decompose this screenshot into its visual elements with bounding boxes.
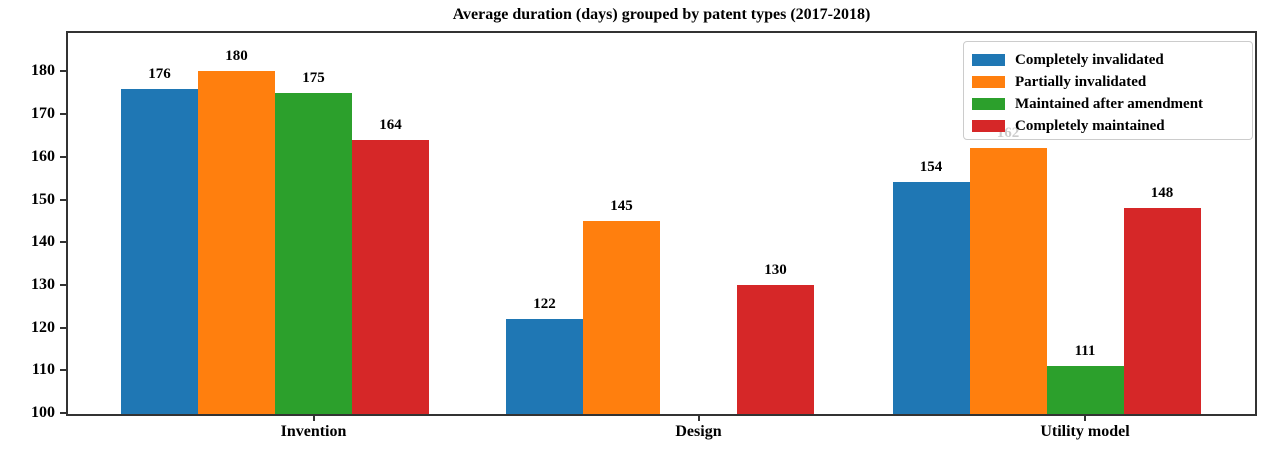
y-axis-tick-mark bbox=[60, 369, 68, 372]
bar bbox=[506, 319, 583, 414]
bar-value-label: 130 bbox=[764, 261, 787, 278]
bar-value-label: 111 bbox=[1074, 343, 1096, 360]
y-axis-tick-label: 110 bbox=[31, 361, 55, 379]
legend-entry: Completely invalidated bbox=[972, 49, 1246, 71]
y-axis-tick-label: 120 bbox=[31, 318, 55, 336]
y-axis-tick-label: 150 bbox=[31, 190, 55, 208]
legend-label: Maintained after amendment bbox=[1015, 96, 1204, 112]
y-axis-tick-label: 180 bbox=[31, 62, 55, 80]
x-axis-tick-mark bbox=[1084, 416, 1086, 421]
y-axis-tick-mark bbox=[60, 155, 68, 158]
bar-value-label: 145 bbox=[610, 197, 633, 214]
y-axis-tick-label: 140 bbox=[31, 233, 55, 251]
bar bbox=[892, 182, 970, 414]
y-axis-tick-label: 100 bbox=[31, 404, 55, 421]
y-axis-tick-mark bbox=[60, 70, 68, 73]
y-axis-tick-mark bbox=[60, 412, 68, 414]
x-axis-tick-mark bbox=[697, 416, 700, 421]
bar bbox=[969, 148, 1047, 414]
bar bbox=[1046, 366, 1124, 414]
legend-label: Partially invalidated bbox=[1015, 74, 1147, 90]
legend-swatch bbox=[972, 98, 1005, 110]
bar-value-label: 176 bbox=[148, 65, 171, 82]
bar-value-label: 164 bbox=[379, 116, 402, 133]
bar-value-label: 154 bbox=[919, 159, 943, 176]
legend-swatch bbox=[972, 54, 1005, 66]
y-axis-tick-mark bbox=[60, 113, 68, 116]
y-axis-tick-label: 160 bbox=[31, 147, 55, 165]
legend-swatch bbox=[972, 120, 1005, 132]
bar-value-label: 180 bbox=[225, 48, 248, 65]
bar-value-label: 148 bbox=[1150, 185, 1174, 202]
y-axis-tick-mark bbox=[60, 326, 68, 329]
legend-label: Completely invalidated bbox=[1015, 52, 1164, 68]
x-axis-tick-mark bbox=[312, 416, 315, 421]
x-axis-tick-label: Invention bbox=[280, 423, 347, 440]
bar-value-label: 175 bbox=[302, 69, 325, 86]
bar bbox=[275, 92, 352, 414]
chart-title: Average duration (days) grouped by paten… bbox=[452, 6, 871, 23]
y-axis-tick-mark bbox=[60, 241, 68, 244]
legend-entry: Partially invalidated bbox=[972, 71, 1246, 93]
bar-value-label: 122 bbox=[533, 296, 556, 313]
bar bbox=[1123, 208, 1201, 414]
legend-entry: Completely maintained bbox=[972, 115, 1246, 137]
x-axis-tick-label: Design bbox=[675, 423, 722, 440]
y-axis-tick-mark bbox=[60, 283, 68, 286]
bar bbox=[583, 220, 660, 414]
legend: Completely invalidated Partially invalida… bbox=[963, 41, 1253, 140]
legend-entry: Maintained after amendment bbox=[972, 93, 1246, 115]
y-axis-tick-label: 170 bbox=[31, 105, 55, 123]
x-axis-tick-label: Utility model bbox=[1040, 423, 1130, 440]
bar bbox=[737, 284, 814, 414]
bar bbox=[352, 139, 429, 414]
legend-swatch bbox=[972, 76, 1005, 88]
bar bbox=[121, 88, 198, 414]
legend-label: Completely maintained bbox=[1015, 118, 1165, 134]
y-axis-tick-label: 130 bbox=[31, 275, 55, 293]
bar bbox=[198, 71, 275, 414]
y-axis-tick-mark bbox=[60, 198, 68, 201]
